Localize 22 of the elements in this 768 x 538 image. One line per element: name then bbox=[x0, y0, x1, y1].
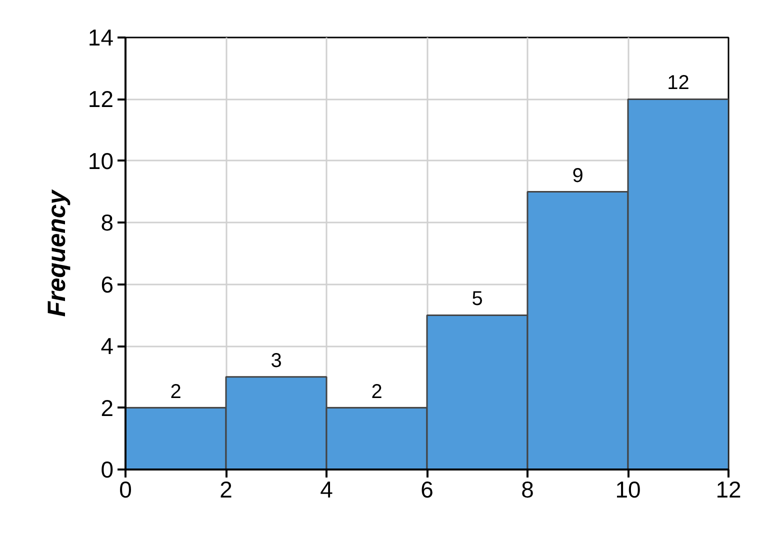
y-tick-label: 2 bbox=[100, 394, 114, 421]
data-label: 2 bbox=[371, 380, 382, 403]
y-tick-label: 10 bbox=[88, 148, 114, 174]
data-label: 5 bbox=[472, 288, 483, 310]
data-label: 9 bbox=[572, 164, 584, 187]
x-tick-label: 4 bbox=[320, 476, 334, 502]
x-tick-label: 2 bbox=[220, 476, 232, 502]
x-tick-label: 12 bbox=[716, 476, 742, 502]
y-tick-label: 0 bbox=[100, 456, 114, 482]
data-label: 12 bbox=[667, 72, 690, 94]
x-tick-label: 0 bbox=[119, 476, 132, 502]
y-tick-label: 12 bbox=[88, 86, 114, 112]
x-tick-label: 6 bbox=[420, 476, 434, 502]
data-label: 3 bbox=[270, 350, 282, 372]
y-tick-label: 14 bbox=[88, 24, 114, 50]
y-tick-label: 4 bbox=[100, 333, 114, 360]
x-tick-label: 8 bbox=[521, 476, 534, 502]
data-label: 2 bbox=[170, 380, 182, 403]
x-tick-label: 10 bbox=[615, 476, 641, 502]
y-tick-label: 8 bbox=[100, 210, 114, 236]
y-axis-title: Frequency bbox=[42, 189, 71, 317]
y-tick-label: 6 bbox=[100, 271, 114, 298]
